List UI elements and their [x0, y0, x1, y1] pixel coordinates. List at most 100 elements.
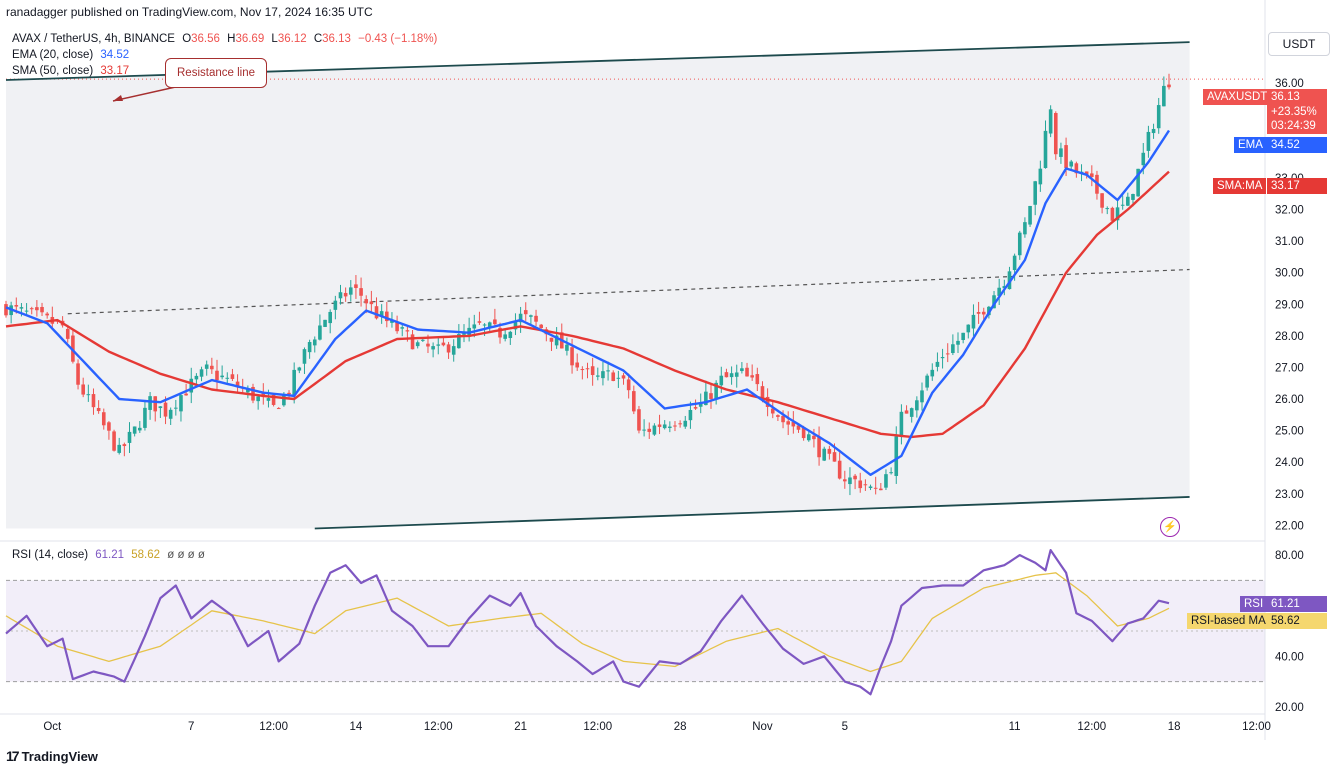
candle-up [1136, 168, 1140, 197]
candle-up [915, 400, 919, 411]
candle-up [894, 436, 899, 476]
ohlc-low: 36.12 [277, 33, 307, 45]
currency-button[interactable]: USDT [1268, 32, 1330, 56]
candle-down [523, 310, 528, 315]
mid-channel-line [67, 268, 1190, 315]
candle-up [595, 375, 600, 377]
rsi-legend-label: RSI (14, close) [12, 549, 89, 561]
candle-up [302, 349, 307, 364]
candle-down [29, 308, 34, 310]
time-tick-label: 11 [1009, 721, 1021, 733]
bar-countdown-tag: 03:24:39 [1267, 118, 1327, 134]
price-tick-label: 25.00 [1275, 426, 1304, 438]
candle-up [220, 375, 224, 378]
candle-down [107, 422, 111, 431]
candle-down [796, 425, 801, 430]
candle-up [601, 371, 605, 379]
candle-up [662, 424, 667, 429]
candle-down [76, 363, 80, 385]
candle-down [91, 394, 96, 408]
ohlc-open-label: O [182, 33, 192, 45]
candle-up [297, 367, 302, 371]
candle-down [374, 306, 379, 319]
candle-up [1151, 128, 1156, 134]
candle-down [549, 337, 554, 342]
candle-up [518, 313, 523, 323]
candle-up [704, 391, 708, 406]
sma-legend[interactable]: SMA (50, close) 33.17 [12, 65, 133, 77]
rsi-legend[interactable]: RSI (14, close) 61.21 58.62 ø ø ø ø [12, 549, 209, 561]
rsi-pane[interactable] [5, 548, 1265, 696]
candle-up [307, 342, 312, 353]
rsi-tick-label: 20.00 [1275, 702, 1304, 714]
candle-down [153, 396, 158, 412]
candle-up [348, 287, 353, 295]
ema-tag: 34.52 [1267, 137, 1327, 153]
ema-legend[interactable]: EMA (20, close) 34.52 [12, 49, 133, 61]
rsi-tag-name: RSI [1240, 596, 1268, 612]
candle-up [899, 411, 904, 436]
candle-down [1090, 173, 1094, 177]
channel-fill [6, 42, 1190, 529]
candle-down [441, 342, 446, 346]
candle-up [436, 344, 441, 346]
candle-up [668, 426, 672, 428]
price-tick-label: 29.00 [1275, 299, 1304, 311]
candle-up [616, 377, 621, 379]
resistance-callout[interactable]: Resistance line [165, 58, 267, 88]
candle-up [992, 295, 996, 309]
symbol-legend: AVAX / TetherUS, 4h, BINANCE O36.56 H36.… [12, 33, 441, 45]
candle-up [143, 407, 147, 428]
candle-down [760, 386, 765, 398]
candle-down [1100, 193, 1104, 208]
candle-down [1110, 207, 1115, 221]
candle-up [1002, 286, 1007, 289]
lightning-icon[interactable]: ⚡ [1160, 517, 1180, 537]
candle-up [719, 375, 724, 386]
price-tick-label: 27.00 [1275, 362, 1304, 374]
candle-down [1053, 113, 1058, 155]
candle-down [827, 448, 832, 454]
candle-down [112, 431, 116, 451]
candle-up [909, 408, 914, 417]
time-tick-label: 18 [1168, 721, 1181, 733]
candle-up [961, 332, 965, 341]
candle-down [611, 372, 616, 381]
sma-tag: 33.17 [1267, 178, 1327, 194]
sma-legend-value: 33.17 [100, 65, 130, 77]
candle-up [292, 369, 296, 395]
candle-up [1038, 168, 1043, 185]
price-pane[interactable] [4, 41, 1265, 530]
time-tick-label: 7 [188, 721, 194, 733]
candle-down [873, 487, 878, 489]
candle-up [1023, 222, 1027, 235]
candle-up [462, 332, 466, 335]
symbol-price-tag-name: AVAXUSDT [1203, 89, 1272, 105]
candle-up [482, 324, 487, 326]
candle-up [282, 394, 286, 406]
candle-up [86, 394, 91, 396]
candle-up [137, 427, 142, 431]
candle-up [1115, 207, 1120, 221]
candle-down [343, 292, 348, 297]
candle-down [359, 288, 363, 296]
candle-up [884, 474, 888, 488]
candle-down [184, 393, 188, 396]
candle-up [806, 434, 811, 441]
tradingview-logo[interactable]: 17 TradingView [6, 748, 98, 764]
candle-up [431, 346, 435, 350]
candle-down [657, 424, 662, 427]
candle-down [673, 425, 677, 427]
ema-tag-name: EMA [1234, 137, 1267, 153]
candle-down [981, 311, 986, 315]
candle-up [194, 375, 199, 380]
candle-up [698, 403, 703, 407]
candle-up [451, 346, 456, 355]
rsi-legend-extras: ø ø ø ø [167, 549, 205, 561]
candle-up [740, 368, 744, 372]
candle-up [379, 311, 384, 316]
candle-up [714, 382, 718, 399]
candle-up [189, 378, 194, 393]
candle-down [770, 408, 775, 414]
ohlc-close: 36.13 [322, 33, 351, 45]
